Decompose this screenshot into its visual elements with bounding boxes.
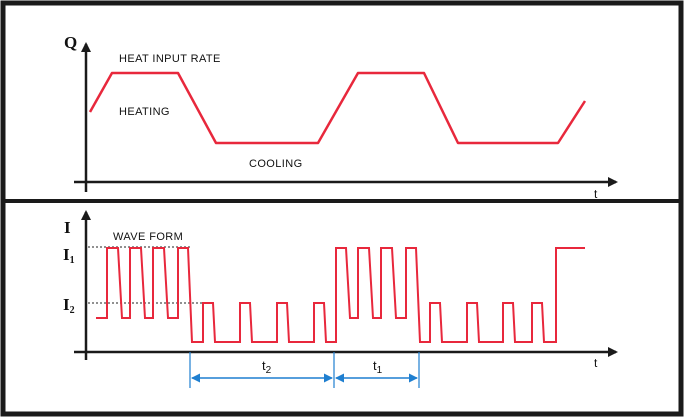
bottom-x-axis-label: t xyxy=(594,356,598,370)
level-high-label: I1 xyxy=(63,245,75,266)
pulse-waveform xyxy=(96,247,585,343)
top-x-axis-label: t xyxy=(594,187,598,201)
heat-input-rate-curve xyxy=(88,71,587,145)
heating-label: HEATING xyxy=(119,106,170,118)
wave-form-label: WAVE FORM xyxy=(113,231,183,243)
top-y-axis-label: Q xyxy=(64,33,77,52)
interval-t1-label: t1 xyxy=(373,358,383,376)
bottom-y-axis-label: I xyxy=(64,218,71,237)
level-low-label: I2 xyxy=(63,295,75,316)
heat-input-rate-label: HEAT INPUT RATE xyxy=(119,53,221,65)
interval-t2-label: t2 xyxy=(262,358,272,376)
cooling-label: COOLING xyxy=(249,158,303,170)
